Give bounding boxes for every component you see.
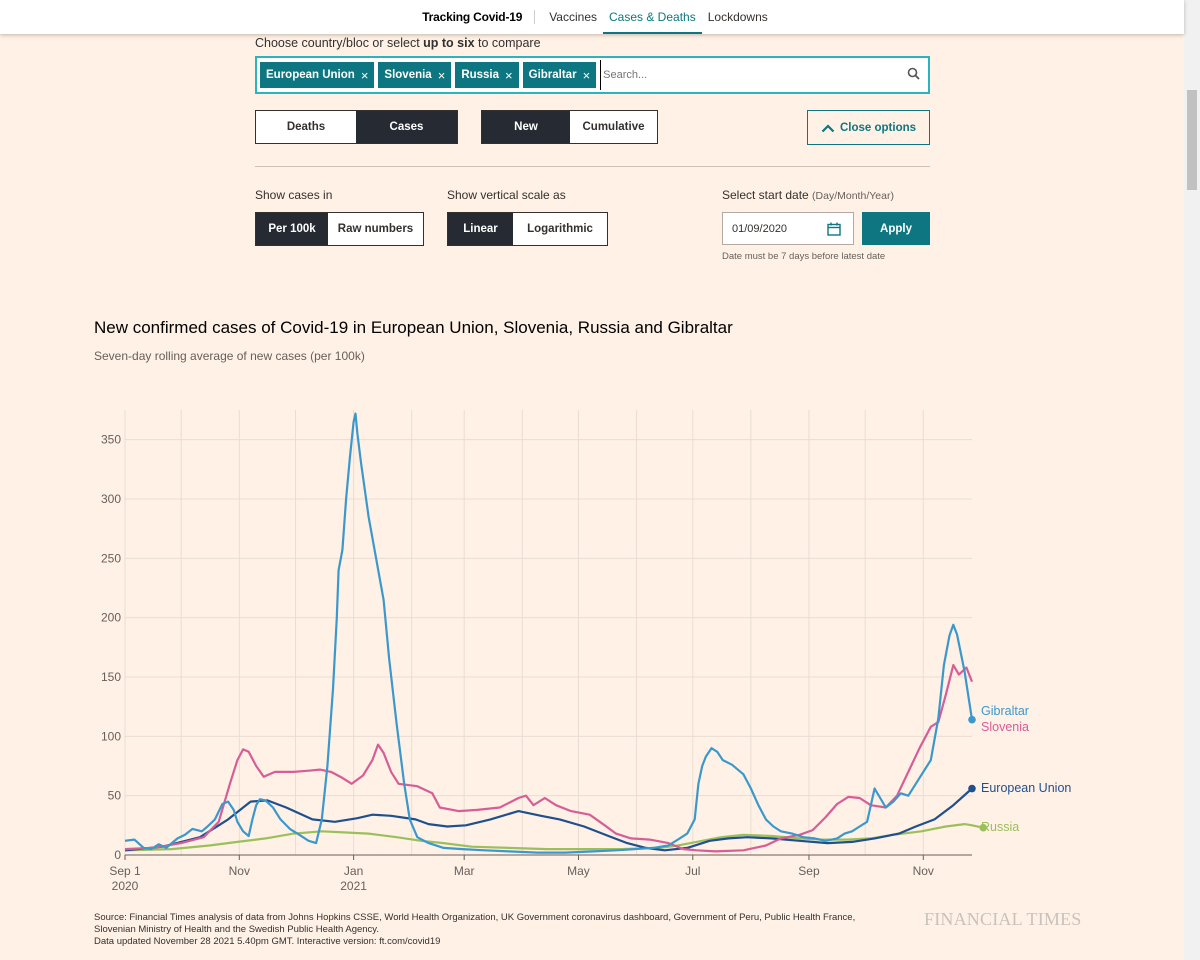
mode-new-button[interactable]: New (482, 111, 570, 143)
scale-toggle: Linear Logarithmic (447, 212, 608, 246)
scale-label: Show vertical scale as (447, 188, 566, 202)
y-tick-label: 250 (101, 551, 121, 565)
chart-subtitle: Seven-day rolling average of new cases (… (94, 349, 365, 363)
ft-logo: FINANCIAL TIMES (924, 909, 1082, 929)
series-end-dot-gibraltar[interactable] (968, 715, 976, 724)
units-raw-button[interactable]: Raw numbers (328, 213, 423, 245)
mode-cumulative-button[interactable]: Cumulative (570, 111, 657, 143)
series-line-gibraltar[interactable] (124, 412, 974, 854)
units-toggle: Per 100k Raw numbers (255, 212, 424, 246)
metric-deaths-button[interactable]: Deaths (256, 111, 356, 143)
divider (255, 166, 930, 167)
search-icon[interactable] (898, 67, 928, 83)
source-line: Source: Financial Times analysis of data… (94, 912, 856, 923)
chip-label: Gibraltar (528, 69, 577, 81)
start-date-label: Select start date (Day/Month/Year) (722, 188, 894, 202)
source-line: Data updated November 28 2021 5.40pm GMT… (94, 936, 441, 947)
scrollbar-thumb[interactable] (1187, 90, 1197, 190)
picker-label-suffix: to compare (474, 36, 541, 50)
start-date-value: 01/09/2020 (732, 222, 788, 235)
x-tick-label: Nov (229, 864, 250, 878)
x-tick-label: Sep (798, 864, 820, 878)
series-label-slovenia: Slovenia (981, 720, 1029, 734)
y-tick-label: 0 (114, 848, 121, 862)
x-tick-label: Nov (913, 864, 934, 878)
series-label-gibraltar: Gibraltar (981, 704, 1029, 718)
scale-log-button[interactable]: Logarithmic (513, 213, 607, 245)
series-line-russia[interactable] (124, 823, 984, 852)
units-label: Show cases in (255, 188, 333, 202)
series-end-dot-eu[interactable] (968, 784, 976, 793)
series-end-dot-russia[interactable] (979, 823, 988, 832)
close-options-button[interactable]: Close options (807, 110, 930, 145)
y-tick-label: 200 (101, 611, 121, 625)
close-icon[interactable]: × (437, 67, 446, 83)
calendar-icon[interactable] (827, 222, 841, 236)
series-label-eu: European Union (981, 781, 1071, 795)
x-tick-sublabel: 2020 (112, 879, 139, 893)
search-input[interactable] (600, 60, 898, 90)
start-date-hint: (Day/Month/Year) (812, 190, 894, 202)
y-tick-label: 300 (101, 492, 121, 506)
close-icon[interactable]: × (505, 67, 513, 83)
y-tick-label: 350 (101, 433, 121, 447)
chevron-up-icon (821, 123, 835, 132)
units-per100k-button[interactable]: Per 100k (256, 213, 328, 245)
close-icon[interactable]: × (582, 67, 591, 83)
source-line: Slovenian Ministry of Health and the Swe… (94, 924, 379, 935)
picker-label-bold: up to six (423, 36, 475, 50)
chip-european-union[interactable]: European Union × (260, 62, 375, 88)
series-line-slovenia[interactable] (124, 664, 974, 853)
x-tick-label: Jan (344, 864, 363, 878)
source-note: Source: Financial Times analysis of data… (94, 912, 934, 948)
y-tick-label: 100 (101, 729, 121, 743)
page-scrollbar[interactable] (1184, 0, 1200, 960)
series-line-eu[interactable] (124, 787, 973, 852)
nav-brand[interactable]: Tracking Covid-19 (422, 10, 523, 24)
x-tick-sublabel: 2021 (340, 879, 367, 893)
apply-button[interactable]: Apply (862, 212, 930, 245)
x-tick-label: Sep 1 (109, 864, 141, 878)
chip-gibraltar[interactable]: Gibraltar × (522, 62, 597, 88)
close-options-label: Close options (839, 121, 917, 134)
chip-russia[interactable]: Russia × (455, 62, 519, 88)
country-picker[interactable]: European Union × Slovenia × Russia × Gibral… (255, 56, 930, 94)
x-tick-label: May (567, 864, 590, 878)
nav-link-vaccines[interactable]: Vaccines (549, 10, 597, 24)
metric-toggle: Deaths Cases (255, 110, 458, 144)
chip-label: European Union (266, 69, 355, 81)
nav-link-cases-deaths[interactable]: Cases & Deaths (603, 0, 702, 34)
metric-cases-button[interactable]: Cases (356, 111, 457, 143)
chart-title: New confirmed cases of Covid-19 in Europ… (94, 318, 733, 337)
scale-linear-button[interactable]: Linear (448, 213, 513, 245)
nav-divider (534, 10, 536, 24)
x-tick-label: Mar (454, 864, 475, 878)
date-note: Date must be 7 days before latest date (722, 251, 886, 262)
y-tick-label: 150 (101, 670, 121, 684)
series-label-russia: Russia (981, 820, 1019, 834)
start-date-label-text: Select start date (722, 188, 813, 202)
close-icon[interactable]: × (360, 67, 369, 83)
nav-link-lockdowns[interactable]: Lockdowns (707, 10, 768, 24)
chip-label: Russia (461, 69, 500, 81)
picker-label: Choose country/bloc or select up to six … (255, 36, 541, 50)
picker-label-prefix: Choose country/bloc or select (255, 36, 424, 50)
top-nav: Tracking Covid-19 Vaccines Cases & Death… (0, 0, 1184, 34)
y-tick-label: 50 (108, 789, 122, 803)
chip-label: Slovenia (384, 69, 432, 81)
chip-slovenia[interactable]: Slovenia × (378, 62, 452, 88)
start-date-input[interactable]: 01/09/2020 (722, 212, 854, 245)
mode-toggle: New Cumulative (481, 110, 658, 144)
x-tick-label: Jul (685, 864, 700, 878)
